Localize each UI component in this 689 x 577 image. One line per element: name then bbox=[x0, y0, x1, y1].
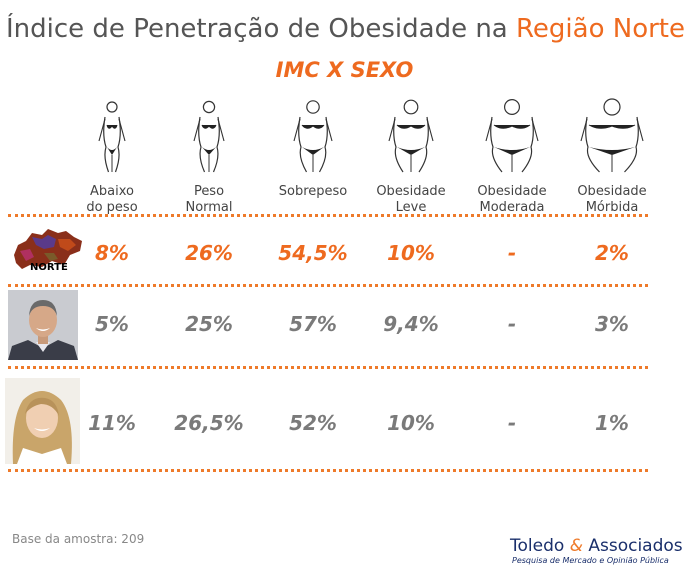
row-divider bbox=[8, 214, 648, 217]
overweight-figure-icon bbox=[293, 100, 333, 173]
north-region-map-icon bbox=[14, 229, 82, 269]
column-label: Obesidade Mórbida bbox=[562, 184, 662, 216]
data-label: 5% bbox=[95, 312, 129, 336]
column-label: Obesidade Moderada bbox=[462, 184, 562, 216]
data-label: 2% bbox=[595, 241, 629, 265]
data-label: 1% bbox=[595, 411, 629, 435]
column-label-line: Moderada bbox=[479, 200, 545, 215]
data-label: - bbox=[507, 312, 517, 336]
man-photo bbox=[8, 290, 78, 360]
woman-photo bbox=[5, 378, 80, 464]
column-label-line: do peso bbox=[86, 200, 138, 215]
data-label: 54,5% bbox=[278, 241, 348, 265]
column-label-line: Leve bbox=[395, 200, 427, 215]
underweight-figure-icon bbox=[98, 101, 126, 173]
column-label: Sobrepeso bbox=[263, 184, 363, 200]
column-label-line: Sobrepeso bbox=[278, 184, 348, 199]
morbid-obesity-figure-icon bbox=[580, 98, 644, 173]
data-label: 26% bbox=[185, 241, 233, 265]
mild-obesity-figure-icon bbox=[388, 99, 434, 173]
data-label: - bbox=[507, 241, 517, 265]
column-label: Peso Normal bbox=[159, 184, 259, 216]
column-label-line: Mórbida bbox=[585, 200, 639, 215]
norte-label: NORTE bbox=[30, 262, 68, 273]
data-label: 25% bbox=[185, 312, 233, 336]
row-divider bbox=[8, 284, 648, 287]
column-label: Obesidade Leve bbox=[361, 184, 461, 216]
page-title: Índice de Penetração de Obesidade na Reg… bbox=[6, 14, 685, 44]
column-label-line: Peso bbox=[193, 184, 225, 199]
chart-subtitle: IMC X SEXO bbox=[275, 58, 414, 82]
data-label: - bbox=[507, 411, 517, 435]
column-label: Abaixo do peso bbox=[62, 184, 162, 216]
column-label-line: Obesidade bbox=[477, 184, 547, 199]
brand-logo: Toledo & Associados bbox=[510, 536, 683, 556]
normal-weight-figure-icon bbox=[193, 100, 225, 173]
column-label-line: Normal bbox=[185, 200, 233, 215]
data-label: 10% bbox=[387, 411, 435, 435]
data-label: 8% bbox=[95, 241, 129, 265]
data-label: 26,5% bbox=[174, 411, 244, 435]
data-label: 10% bbox=[387, 241, 435, 265]
sample-base-note: Base da amostra: 209 bbox=[12, 532, 145, 546]
data-label: 52% bbox=[289, 411, 337, 435]
column-label-line: Abaixo bbox=[90, 184, 134, 199]
row-divider bbox=[8, 469, 648, 472]
column-label-line: Obesidade bbox=[376, 184, 446, 199]
moderate-obesity-figure-icon bbox=[485, 98, 539, 173]
column-label-line: Obesidade bbox=[577, 184, 647, 199]
data-label: 3% bbox=[595, 312, 629, 336]
brand-tagline: Pesquisa de Mercado e Opinião Pública bbox=[512, 556, 669, 565]
data-label: 57% bbox=[289, 312, 337, 336]
data-label: 11% bbox=[88, 411, 136, 435]
data-label: 9,4% bbox=[383, 312, 439, 336]
row-divider bbox=[8, 366, 648, 369]
